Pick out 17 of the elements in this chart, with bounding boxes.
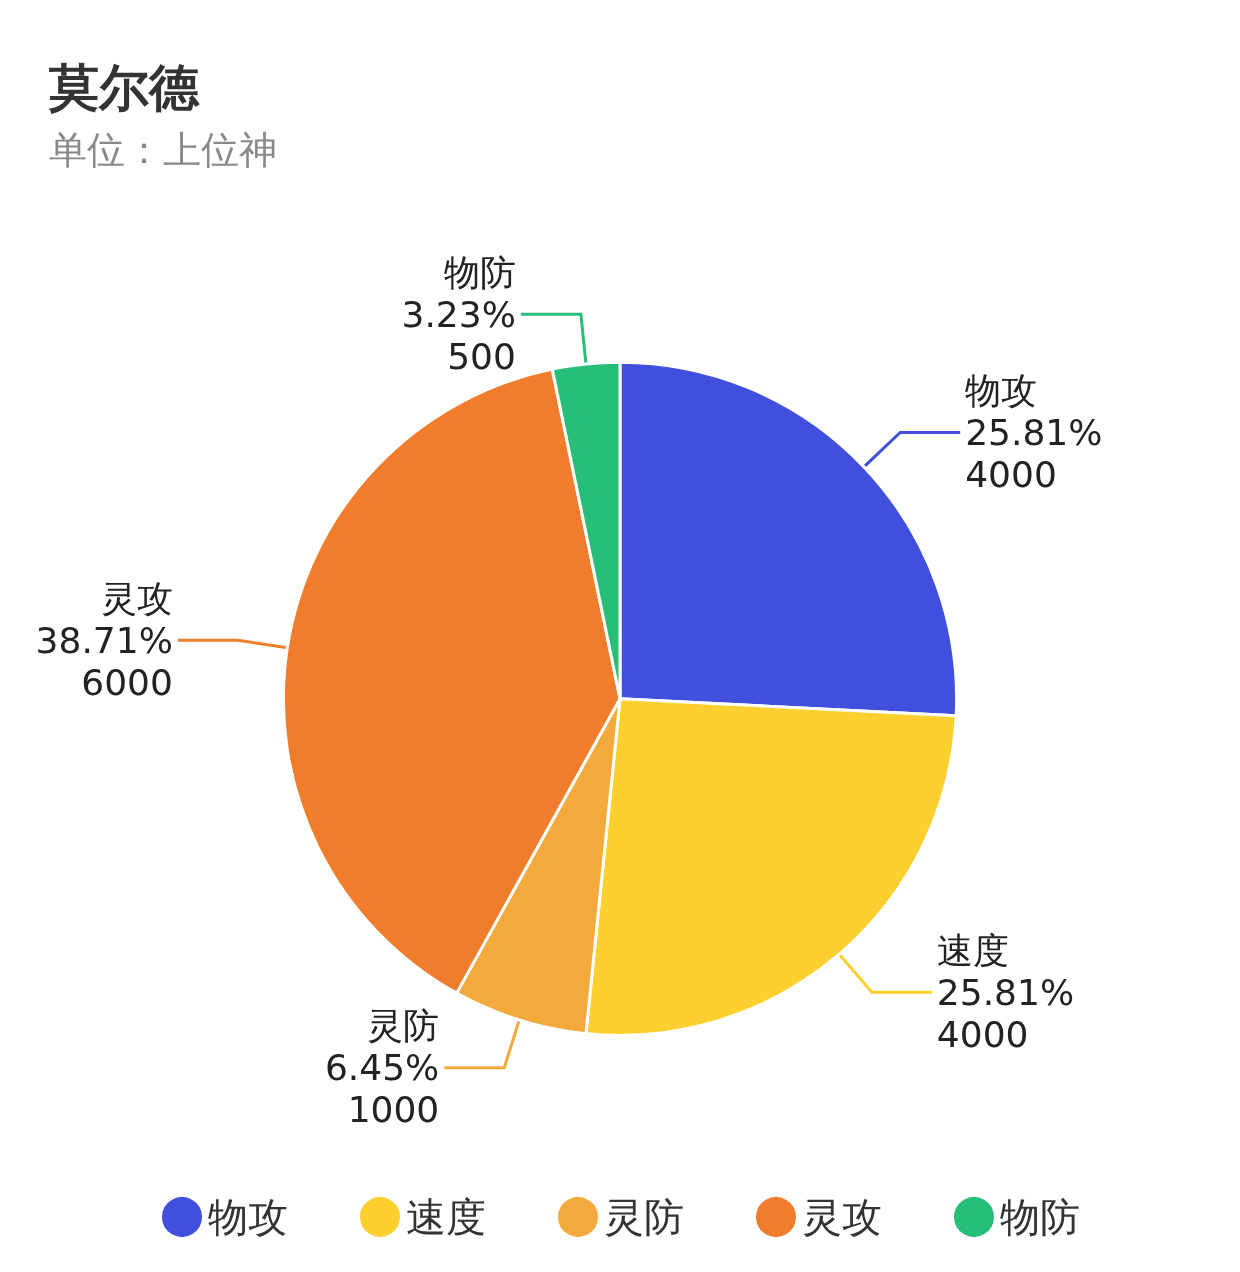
data-label: 38.71% 6000 [35, 619, 173, 703]
legend-label: 灵防 [604, 1194, 684, 1240]
legend-label: 灵攻 [802, 1194, 882, 1240]
data-label: 25.81% 4000 [965, 411, 1103, 495]
data-label: 6.45% 1000 [324, 1047, 440, 1131]
data-label: 25.81% 4000 [936, 971, 1075, 1055]
slice-label: 灵防 [367, 1005, 440, 1047]
legend-label: 物攻 [208, 1194, 288, 1240]
slice-label: 灵攻 [100, 577, 173, 619]
legend-label: 速度 [406, 1194, 486, 1240]
legend-label: 物防 [1000, 1194, 1080, 1240]
chart-title: 莫尔德 [48, 59, 200, 117]
chart-subtitle: 单位：上位神 [49, 128, 277, 172]
slice-label: 物防 [443, 251, 516, 293]
data-label: 3.23% 500 [401, 293, 516, 377]
slice-label: 速度 [936, 929, 1009, 971]
slice-label: 物攻 [965, 369, 1038, 411]
